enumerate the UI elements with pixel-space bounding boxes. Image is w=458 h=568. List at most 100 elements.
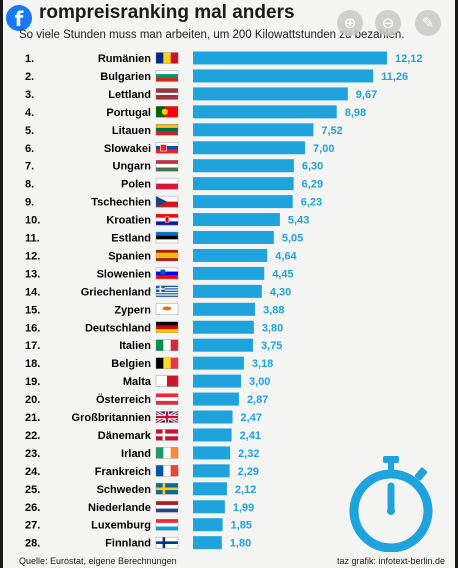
flag-portugal-icon [155, 106, 179, 118]
rank-label: 10. [25, 215, 40, 227]
value-label: 3,80 [262, 322, 283, 334]
bar [193, 356, 244, 370]
rank-label: 13. [25, 268, 40, 280]
rank-label: 2. [25, 71, 34, 83]
country-label: Italien [119, 340, 151, 352]
bar [193, 284, 262, 298]
rank-label: 18. [25, 358, 40, 370]
country-label: Ungarn [113, 161, 152, 173]
value-label: 7,52 [321, 125, 342, 137]
flag-finland-icon [155, 536, 179, 549]
country-label: Niederlande [88, 502, 151, 514]
country-label: Irland [121, 448, 151, 460]
flag-luxembourg-icon [155, 519, 179, 531]
country-label: Spanien [108, 250, 151, 262]
infographic: f rompreisranking mal anders So viele St… [3, 0, 455, 568]
bar [193, 248, 268, 262]
flag-belgium-icon [155, 357, 179, 369]
flag-slovakia-icon [155, 142, 179, 154]
bar [193, 266, 265, 280]
value-label: 6,29 [302, 179, 323, 191]
country-label: Großbritannien [72, 412, 152, 424]
country-label: Österreich [96, 393, 151, 406]
bar [193, 159, 294, 173]
flag-romania-icon [155, 52, 179, 64]
bar [193, 500, 225, 514]
flag-estonia-icon [155, 231, 179, 244]
bar [193, 482, 227, 496]
country-label: Litauen [112, 125, 151, 137]
ranking-chart: 1. Rumänien 12,12 2. Bulgarien 11,26 3. Lettlan… [25, 51, 423, 550]
tag-icon[interactable]: ✎ [415, 10, 441, 36]
value-label: 3,00 [249, 376, 270, 388]
bar [193, 123, 314, 137]
rank-label: 27. [25, 520, 40, 532]
flag-spain-icon [155, 249, 179, 262]
bar [193, 231, 274, 244]
value-label: 5,43 [288, 215, 309, 227]
value-label: 2,47 [241, 412, 262, 424]
value-label: 6,23 [301, 197, 322, 209]
country-label: Frankreich [95, 466, 152, 478]
country-label: Malta [123, 376, 152, 388]
value-label: 2,87 [247, 394, 268, 406]
bar [193, 177, 294, 191]
value-label: 6,30 [302, 161, 323, 173]
chart-title: rompreisranking mal anders [39, 2, 295, 23]
value-label: 3,75 [261, 340, 282, 352]
value-label: 3,18 [252, 358, 273, 370]
facebook-icon[interactable]: f [6, 5, 32, 31]
rank-label: 19. [25, 376, 40, 388]
country-label: Lettland [108, 89, 151, 101]
flag-poland-icon [155, 177, 179, 190]
flag-malta-icon [155, 375, 179, 387]
rank-label: 1. [25, 53, 34, 65]
country-label: Tschechien [91, 197, 151, 209]
bar [193, 446, 231, 460]
rank-label: 14. [25, 286, 40, 298]
rank-label: 5. [25, 125, 34, 137]
country-label: Schweden [97, 484, 152, 496]
rank-label: 17. [25, 340, 40, 352]
bar [193, 338, 254, 352]
country-label: Slowakei [104, 143, 151, 155]
zoom-in-icon[interactable]: ⊕ [337, 10, 363, 36]
country-label: Deutschland [85, 322, 151, 334]
rank-label: 26. [25, 502, 40, 514]
flag-latvia-icon [155, 88, 179, 100]
bar [193, 464, 230, 478]
value-label: 9,67 [356, 89, 377, 101]
flag-denmark-icon [155, 429, 179, 441]
value-label: 1,80 [230, 538, 251, 550]
flag-germany-icon [155, 321, 179, 333]
value-label: 4,30 [270, 286, 291, 298]
rank-label: 11. [25, 233, 40, 245]
flag-italy-icon [155, 339, 179, 351]
bar [193, 410, 233, 424]
value-label: 2,29 [238, 466, 259, 478]
bar [193, 302, 256, 316]
rank-label: 4. [25, 107, 34, 119]
flag-sweden-icon [155, 483, 179, 495]
rank-label: 3. [25, 89, 34, 101]
country-label: Kroatien [106, 215, 151, 227]
rank-label: 20. [25, 394, 40, 406]
value-label: 5,05 [282, 233, 303, 245]
country-label: Bulgarien [100, 71, 151, 83]
rank-label: 16. [25, 322, 40, 334]
zoom-out-icon[interactable]: ⊖ [375, 10, 401, 36]
bar [193, 69, 374, 83]
country-label: Dänemark [98, 430, 152, 442]
flag-uk-icon [155, 410, 179, 424]
bar [193, 105, 337, 119]
rank-label: 12. [25, 250, 40, 262]
bar [193, 87, 348, 101]
value-label: 1,99 [233, 502, 254, 514]
country-label: Slowenien [97, 268, 152, 280]
flag-france-icon [155, 465, 179, 477]
rank-label: 7. [25, 161, 34, 173]
value-label: 1,85 [231, 520, 252, 532]
value-label: 2,12 [235, 484, 256, 496]
value-label: 7,00 [313, 143, 334, 155]
value-label: 2,41 [240, 430, 261, 442]
